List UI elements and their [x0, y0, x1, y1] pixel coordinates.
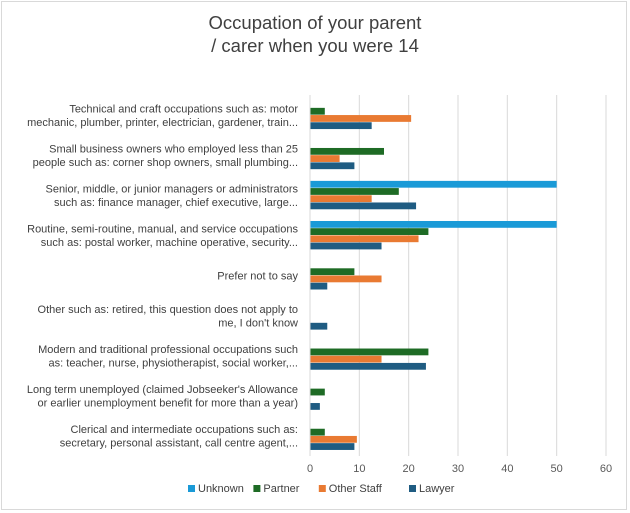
bar-other-staff [310, 155, 340, 162]
legend-label: Partner [263, 483, 299, 495]
bar-lawyer [310, 322, 328, 330]
x-tick-label: 30 [452, 463, 464, 475]
bar-lawyer [310, 362, 426, 370]
bar-other-staff [310, 435, 357, 443]
bar-partner [310, 428, 325, 436]
chart-title-line-1: Occupation of your parent [208, 12, 422, 33]
bar-lawyer [310, 242, 382, 250]
bar-other-staff [310, 235, 419, 243]
bar-other-staff [310, 275, 382, 283]
bar-other-staff [310, 355, 382, 363]
x-tick-label: 50 [551, 463, 563, 475]
bar-partner [310, 228, 429, 235]
category-label: Long term unemployed (claimed Jobseeker'… [27, 384, 298, 396]
category-label: such as: finance manager, chief executiv… [54, 197, 298, 209]
bar-lawyer [310, 162, 355, 170]
x-tick-label: 10 [353, 463, 365, 475]
bar-partner [310, 348, 429, 356]
legend-swatch [188, 485, 195, 492]
bar-partner [310, 107, 325, 115]
category-label: mechanic, plumber, printer, electrician,… [27, 117, 298, 129]
legend-swatch [318, 485, 326, 492]
legend-swatch [253, 485, 261, 492]
category-label: Senior, middle, or junior managers or ad… [45, 184, 298, 196]
bar-unknown [310, 220, 557, 228]
category-label: Technical and craft occupations such as:… [69, 103, 298, 115]
legend-label: Unknown [198, 483, 244, 495]
category-label: Prefer not to say [217, 271, 298, 283]
legend-label: Lawyer [419, 483, 455, 495]
category-label: as: teacher, nurse, physiotherapist, soc… [49, 357, 298, 369]
bar-lawyer [310, 403, 320, 410]
x-tick-label: 60 [600, 463, 612, 475]
legend-label: Other Staff [329, 483, 383, 495]
category-label: Other such as: retired, this question do… [38, 304, 298, 316]
bar-other-staff [310, 195, 372, 203]
bar-other-staff [310, 115, 412, 122]
category-label: Clerical and intermediate occupations su… [71, 424, 298, 436]
bar-unknown [310, 180, 557, 188]
bar-lawyer [310, 202, 417, 210]
chart-title-line-2: / carer when you were 14 [211, 35, 419, 56]
x-tick-label: 0 [307, 463, 313, 475]
bar-partner [310, 268, 355, 276]
bar-lawyer [310, 282, 328, 290]
category-label: people such as: corner shop owners, smal… [33, 157, 298, 169]
category-label: secretary, personal assistant, call cent… [60, 438, 298, 450]
category-label: Small business owners who employed less … [49, 143, 298, 155]
bar-lawyer [310, 122, 372, 130]
legend-swatch [409, 485, 416, 492]
bar-lawyer [310, 443, 355, 450]
bar-partner [310, 388, 325, 396]
category-label: or earlier unemployment benefit for more… [38, 398, 298, 410]
category-label: me, I don't know [218, 317, 298, 329]
bar-partner [310, 188, 399, 195]
bar-partner [310, 147, 384, 155]
x-tick-label: 20 [403, 463, 415, 475]
x-tick-label: 40 [501, 463, 513, 475]
category-label: such as: postal worker, machine operativ… [41, 237, 298, 249]
category-label: Routine, semi-routine, manual, and servi… [27, 224, 298, 236]
category-label: Modern and traditional professional occu… [38, 344, 298, 356]
